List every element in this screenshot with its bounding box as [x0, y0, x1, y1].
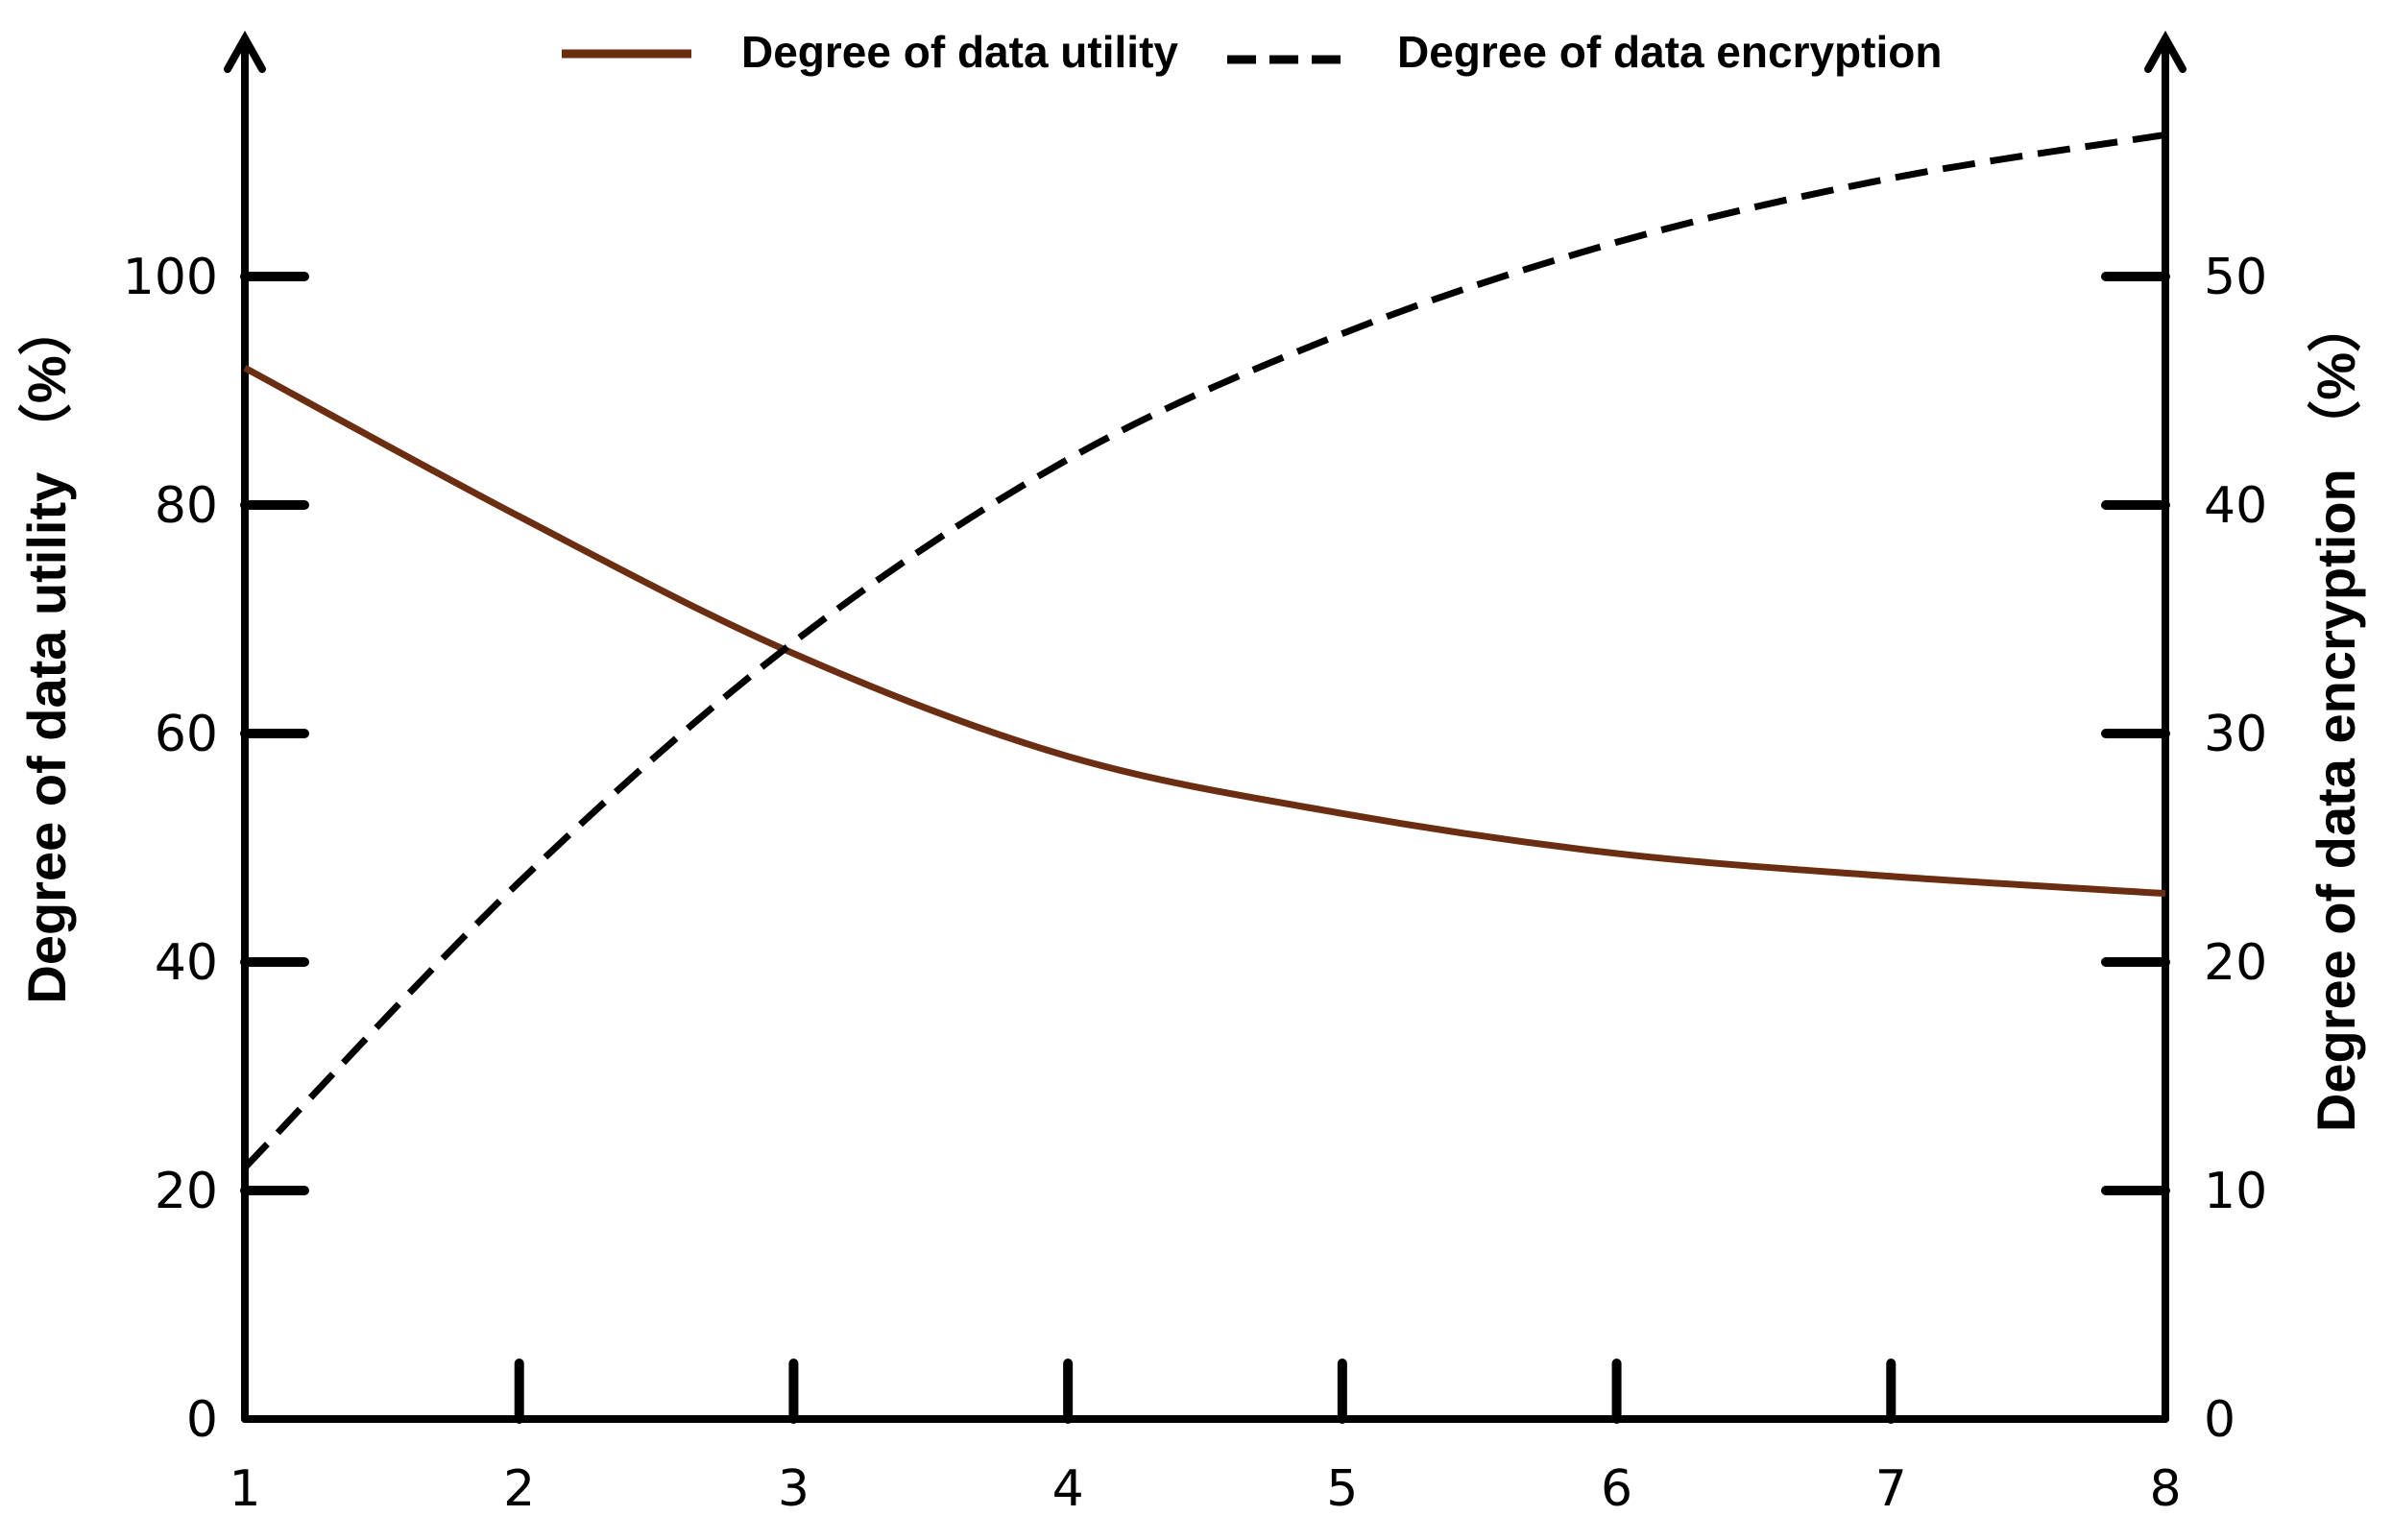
legend-label-utility: Degree of data utility	[741, 27, 1178, 77]
x-axis-tick-label: 6	[1601, 1460, 1632, 1518]
legend: Degree of data utility Degree of data en…	[562, 27, 1942, 77]
series-line-encryption	[242, 131, 2166, 1170]
x-axis-tick-label: 4	[1052, 1460, 1084, 1518]
right-axis-tick-label: 30	[2204, 706, 2267, 763]
left-axis-tick-label: 40	[155, 934, 218, 992]
x-axis-tick-label: 3	[778, 1460, 809, 1518]
axes	[224, 30, 2187, 1423]
right-axis-arrow	[2144, 30, 2187, 73]
y-axis-left-title: Degree of data utility （%）	[16, 301, 77, 1003]
left-axis-tick-label: 60	[155, 706, 218, 763]
x-axis-tick-label: 7	[1875, 1460, 1907, 1518]
right-axis-tick-label: 50	[2204, 249, 2267, 306]
right-axis-tick-label: 10	[2204, 1163, 2267, 1220]
legend-label-encryption: Degree of data encryption	[1397, 27, 1942, 77]
left-axis-tick-label: 0	[186, 1391, 218, 1449]
right-axis-tick-label: 20	[2204, 934, 2267, 992]
x-axis-tick-label: 8	[2149, 1460, 2181, 1518]
right-axis-tick-label: 0	[2204, 1391, 2235, 1449]
left-axis-tick-label: 20	[155, 1163, 218, 1220]
left-axis-tick-label: 100	[123, 249, 218, 306]
right-axis-ticks: 0 10 20 30 40 50	[2101, 249, 2267, 1449]
x-axis-ticks: 1 2 3 4 5 6 7 8	[229, 1359, 2182, 1518]
y-axis-right-title: Degree of data encryption （%）	[2306, 299, 2366, 1132]
x-axis-tick-label: 2	[503, 1460, 535, 1518]
left-axis-arrow	[224, 30, 266, 73]
x-axis-tick-label: 5	[1326, 1460, 1358, 1518]
left-axis-ticks: 0 20 40 60 80 100	[123, 249, 309, 1449]
x-axis-tick-label: 1	[229, 1460, 260, 1518]
left-axis-tick-label: 80	[155, 477, 218, 535]
series-line-utility	[243, 365, 2166, 898]
series-layer	[242, 131, 2166, 1170]
right-axis-tick-label: 40	[2204, 477, 2267, 535]
